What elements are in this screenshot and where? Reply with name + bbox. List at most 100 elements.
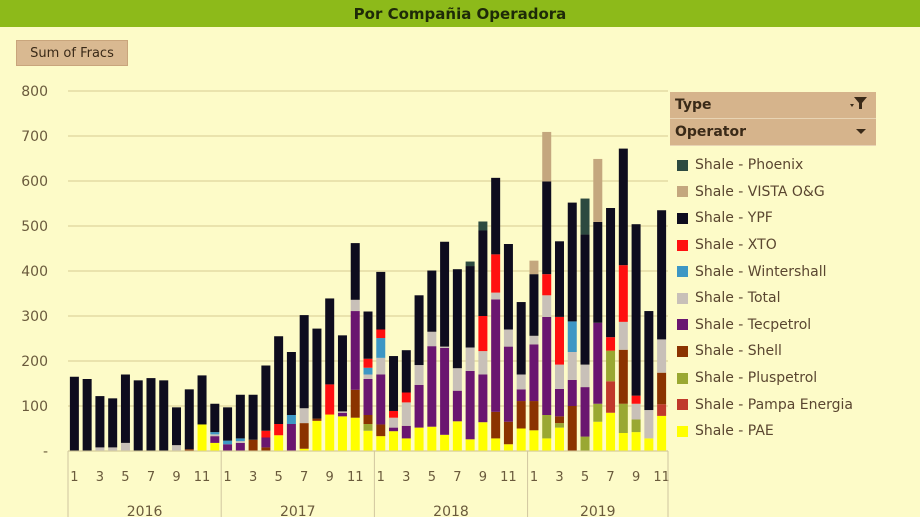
bar-segment <box>376 271 386 330</box>
bar-segment <box>657 415 667 451</box>
sum-of-fracs-field-button[interactable]: Sum of Fracs <box>16 40 128 66</box>
year-label: 2019 <box>580 504 616 517</box>
filter-icon[interactable] <box>846 95 868 115</box>
bar-segment <box>69 376 79 451</box>
bar-segment <box>580 234 590 365</box>
bar-segment <box>554 364 564 389</box>
legend-item: Shale - Wintershall <box>670 258 876 285</box>
bar-segment <box>567 321 577 352</box>
bar-segment <box>567 379 577 406</box>
bar-segment <box>618 433 628 451</box>
bar-segment <box>491 177 501 255</box>
bar-segment <box>363 424 373 431</box>
bar-segment <box>376 424 386 437</box>
month-tick-label: 7 <box>606 470 614 485</box>
month-tick-label: 3 <box>249 470 257 485</box>
bar-segment <box>274 435 284 451</box>
legend-label: Shale - Wintershall <box>695 263 827 280</box>
bar-segment <box>491 254 501 293</box>
month-tick-label: 1 <box>70 470 78 485</box>
bar-segment <box>210 436 220 443</box>
bar-segment <box>184 449 194 451</box>
month-tick-label: 1 <box>377 470 385 485</box>
bar-segment <box>363 415 373 424</box>
bar-segment <box>618 321 628 350</box>
type-filter-button[interactable]: Type <box>670 92 876 119</box>
bar-segment <box>223 407 233 441</box>
legend-swatch <box>677 266 688 278</box>
bar-segment <box>172 445 182 451</box>
bar-segment <box>389 417 399 428</box>
legend: Type Operator Shale - Phoenix Shale - VIS… <box>670 92 876 445</box>
operator-filter-button[interactable]: Operator <box>670 119 876 146</box>
month-tick-label: 5 <box>581 470 589 485</box>
month-tick-label: 9 <box>632 470 640 485</box>
month-tick-label: 5 <box>121 470 129 485</box>
y-tick-label: 300 <box>21 309 48 325</box>
legend-label: Shale - Pluspetrol <box>695 370 818 387</box>
bar-segment <box>440 241 450 347</box>
legend-item: Shale - VISTA O&G <box>670 179 876 206</box>
bar-segment <box>274 336 284 424</box>
bar-segment <box>452 421 462 451</box>
bar-segment <box>108 447 118 451</box>
bar-segment <box>503 346 513 422</box>
bar-segment <box>491 438 501 451</box>
bar-segment <box>631 395 641 404</box>
bar-segment <box>325 414 335 451</box>
bar-segment <box>401 402 411 426</box>
bar-segment <box>146 378 156 451</box>
bar-segment <box>363 358 373 368</box>
bar-segment <box>184 389 194 450</box>
bar-segment <box>631 403 641 420</box>
bar-segment <box>261 447 271 451</box>
bar-segment <box>542 438 552 451</box>
bar-segment <box>299 408 309 424</box>
bar-segment <box>554 316 564 365</box>
year-label: 2016 <box>127 504 163 517</box>
bar-segment <box>235 442 245 451</box>
bar-segment <box>261 437 271 448</box>
bar-segment <box>478 374 488 423</box>
bar-segment <box>593 322 603 404</box>
bar-segment <box>350 389 360 418</box>
bar-segment <box>376 357 386 375</box>
month-tick-label: 7 <box>453 470 461 485</box>
bar-segment <box>427 331 437 347</box>
month-tick-label: 9 <box>326 470 334 485</box>
bar-segment <box>350 299 360 312</box>
bar-segment <box>465 370 475 440</box>
bar-segment <box>363 430 373 451</box>
bar-segment <box>414 295 424 366</box>
bar-segment <box>618 349 628 404</box>
bar-segment <box>491 299 501 412</box>
bar-segment <box>631 432 641 451</box>
bar-segment <box>172 407 182 446</box>
bar-segment <box>401 350 411 393</box>
bar-segment <box>108 398 118 448</box>
bar-segment <box>618 148 628 266</box>
bar-segment <box>82 379 92 451</box>
legend-swatch <box>677 212 688 224</box>
bar-segment <box>657 339 667 373</box>
chevron-down-icon[interactable] <box>854 124 868 140</box>
bar-segment <box>516 428 526 451</box>
bar-segment <box>465 261 475 267</box>
month-tick-label: 3 <box>402 470 410 485</box>
bar-segment <box>299 448 309 451</box>
bar-segment <box>631 224 641 396</box>
bar-segment <box>389 427 399 432</box>
legend-swatch <box>677 372 688 384</box>
bar-segment <box>133 380 143 451</box>
month-tick-label: 7 <box>300 470 308 485</box>
bar-segment <box>529 401 539 431</box>
bar-segment <box>427 426 437 451</box>
bar-segment <box>465 439 475 451</box>
legend-item: Shale - Total <box>670 285 876 312</box>
bar-segment <box>478 351 488 375</box>
bar-segment <box>503 244 513 330</box>
bar-segment <box>554 241 564 317</box>
bar-segment <box>363 311 373 359</box>
bar-segment <box>503 329 513 347</box>
month-tick-label: 1 <box>530 470 538 485</box>
